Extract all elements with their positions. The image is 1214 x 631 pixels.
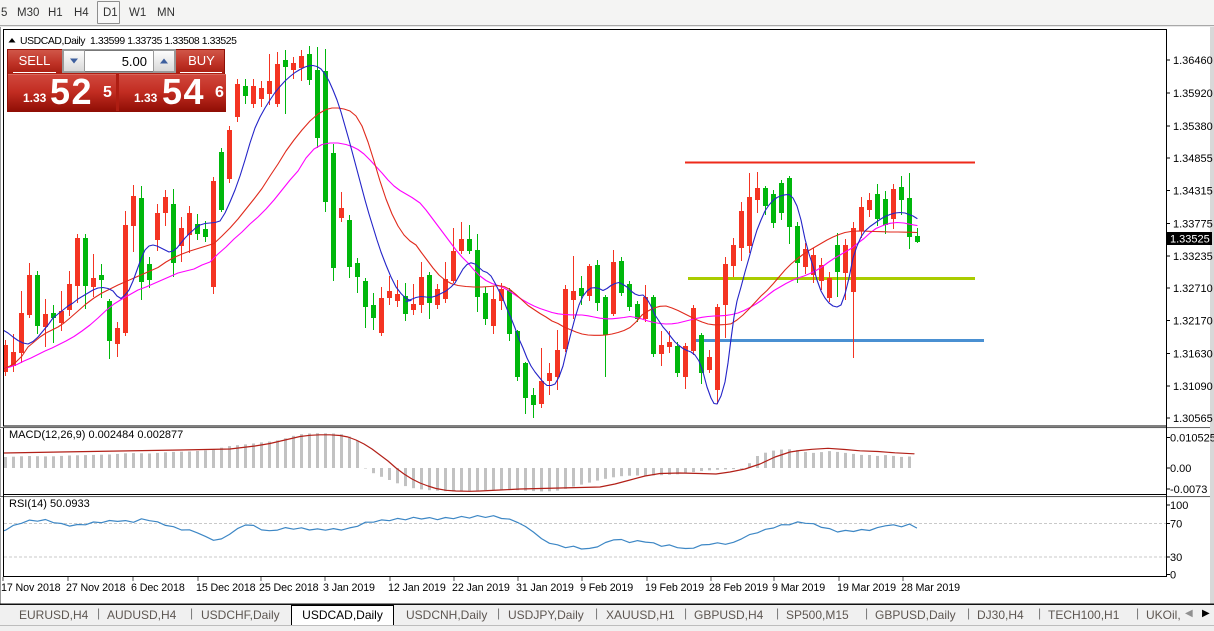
svg-text:1.33235: 1.33235 (1173, 251, 1213, 263)
svg-text:30: 30 (1170, 552, 1182, 564)
svg-text:70: 70 (1170, 519, 1182, 531)
svg-text:1.35920: 1.35920 (1173, 88, 1213, 100)
svg-text:1.30565: 1.30565 (1173, 413, 1213, 425)
svg-text:15 Dec 2018: 15 Dec 2018 (196, 582, 256, 594)
svg-text:9 Mar 2019: 9 Mar 2019 (772, 582, 825, 594)
svg-text:17 Nov 2018: 17 Nov 2018 (1, 582, 61, 594)
svg-text:0.00: 0.00 (1170, 463, 1191, 475)
svg-text:25 Dec 2018: 25 Dec 2018 (259, 582, 319, 594)
svg-text:1.33775: 1.33775 (1173, 219, 1213, 231)
svg-text:100: 100 (1170, 500, 1188, 512)
svg-text:19 Mar 2019: 19 Mar 2019 (837, 582, 896, 594)
svg-text:1.34315: 1.34315 (1173, 186, 1213, 198)
svg-text:1.31090: 1.31090 (1173, 381, 1213, 393)
svg-text:9 Feb 2019: 9 Feb 2019 (580, 582, 633, 594)
svg-text:1.33525: 1.33525 (1170, 234, 1210, 246)
svg-text:3 Jan 2019: 3 Jan 2019 (323, 582, 375, 594)
svg-text:22 Jan 2019: 22 Jan 2019 (452, 582, 510, 594)
svg-text:28 Mar 2019: 28 Mar 2019 (901, 582, 960, 594)
svg-text:RSI(14) 50.0933: RSI(14) 50.0933 (9, 498, 90, 510)
svg-text:27 Nov 2018: 27 Nov 2018 (66, 582, 126, 594)
svg-text:1.32710: 1.32710 (1173, 283, 1213, 295)
svg-text:0.010525: 0.010525 (1170, 433, 1214, 445)
svg-text:1.32170: 1.32170 (1173, 316, 1213, 328)
svg-text:1.36460: 1.36460 (1173, 55, 1213, 67)
svg-text:6 Dec 2018: 6 Dec 2018 (131, 582, 185, 594)
svg-text:-0.0073: -0.0073 (1170, 484, 1207, 496)
svg-text:1.35380: 1.35380 (1173, 121, 1213, 133)
svg-text:1.31630: 1.31630 (1173, 349, 1213, 361)
svg-text:1.34855: 1.34855 (1173, 153, 1213, 165)
svg-text:12 Jan 2019: 12 Jan 2019 (388, 582, 446, 594)
svg-text:28 Feb 2019: 28 Feb 2019 (709, 582, 768, 594)
svg-text:USDCAD,Daily 1.33599 1.33735: USDCAD,Daily 1.33599 1.33735 1.33508 1.3… (20, 36, 237, 47)
svg-text:19 Feb 2019: 19 Feb 2019 (645, 582, 704, 594)
svg-text:0: 0 (1170, 570, 1176, 582)
svg-text:31 Jan 2019: 31 Jan 2019 (516, 582, 574, 594)
svg-text:MACD(12,26,9) 0.002484 0.00287: MACD(12,26,9) 0.002484 0.002877 (9, 429, 183, 441)
